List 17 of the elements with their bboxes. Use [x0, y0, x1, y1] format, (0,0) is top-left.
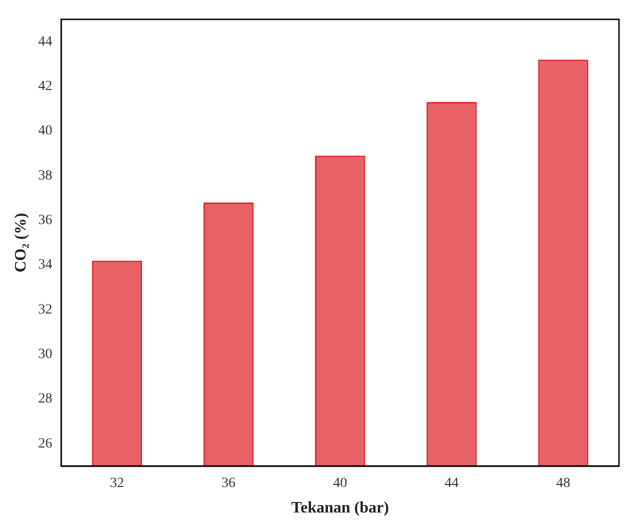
y-tick-label: 28 — [38, 392, 52, 407]
x-tick-label: 36 — [222, 476, 236, 492]
y-tick-label: 38 — [38, 168, 52, 184]
x-tick-label: 44 — [444, 476, 459, 492]
y-tick-label: 34 — [38, 258, 52, 273]
y-tick-label: 26 — [38, 436, 52, 452]
y-tick-label: 32 — [38, 302, 52, 318]
y-tick-label: 40 — [38, 124, 52, 139]
x-tick-label: 48 — [556, 476, 570, 492]
x-axis-title: Tekanan (bar) — [291, 500, 389, 517]
y-tick-label: 42 — [38, 79, 52, 94]
y-tick-label: 30 — [38, 347, 52, 362]
y-tick-label: 44 — [38, 34, 52, 50]
x-tick-label: 32 — [110, 476, 124, 492]
x-tick-label: 40 — [333, 476, 348, 492]
y-axis-title: CO₂ (%) — [12, 212, 30, 272]
y-tick-label: 36 — [38, 213, 52, 228]
